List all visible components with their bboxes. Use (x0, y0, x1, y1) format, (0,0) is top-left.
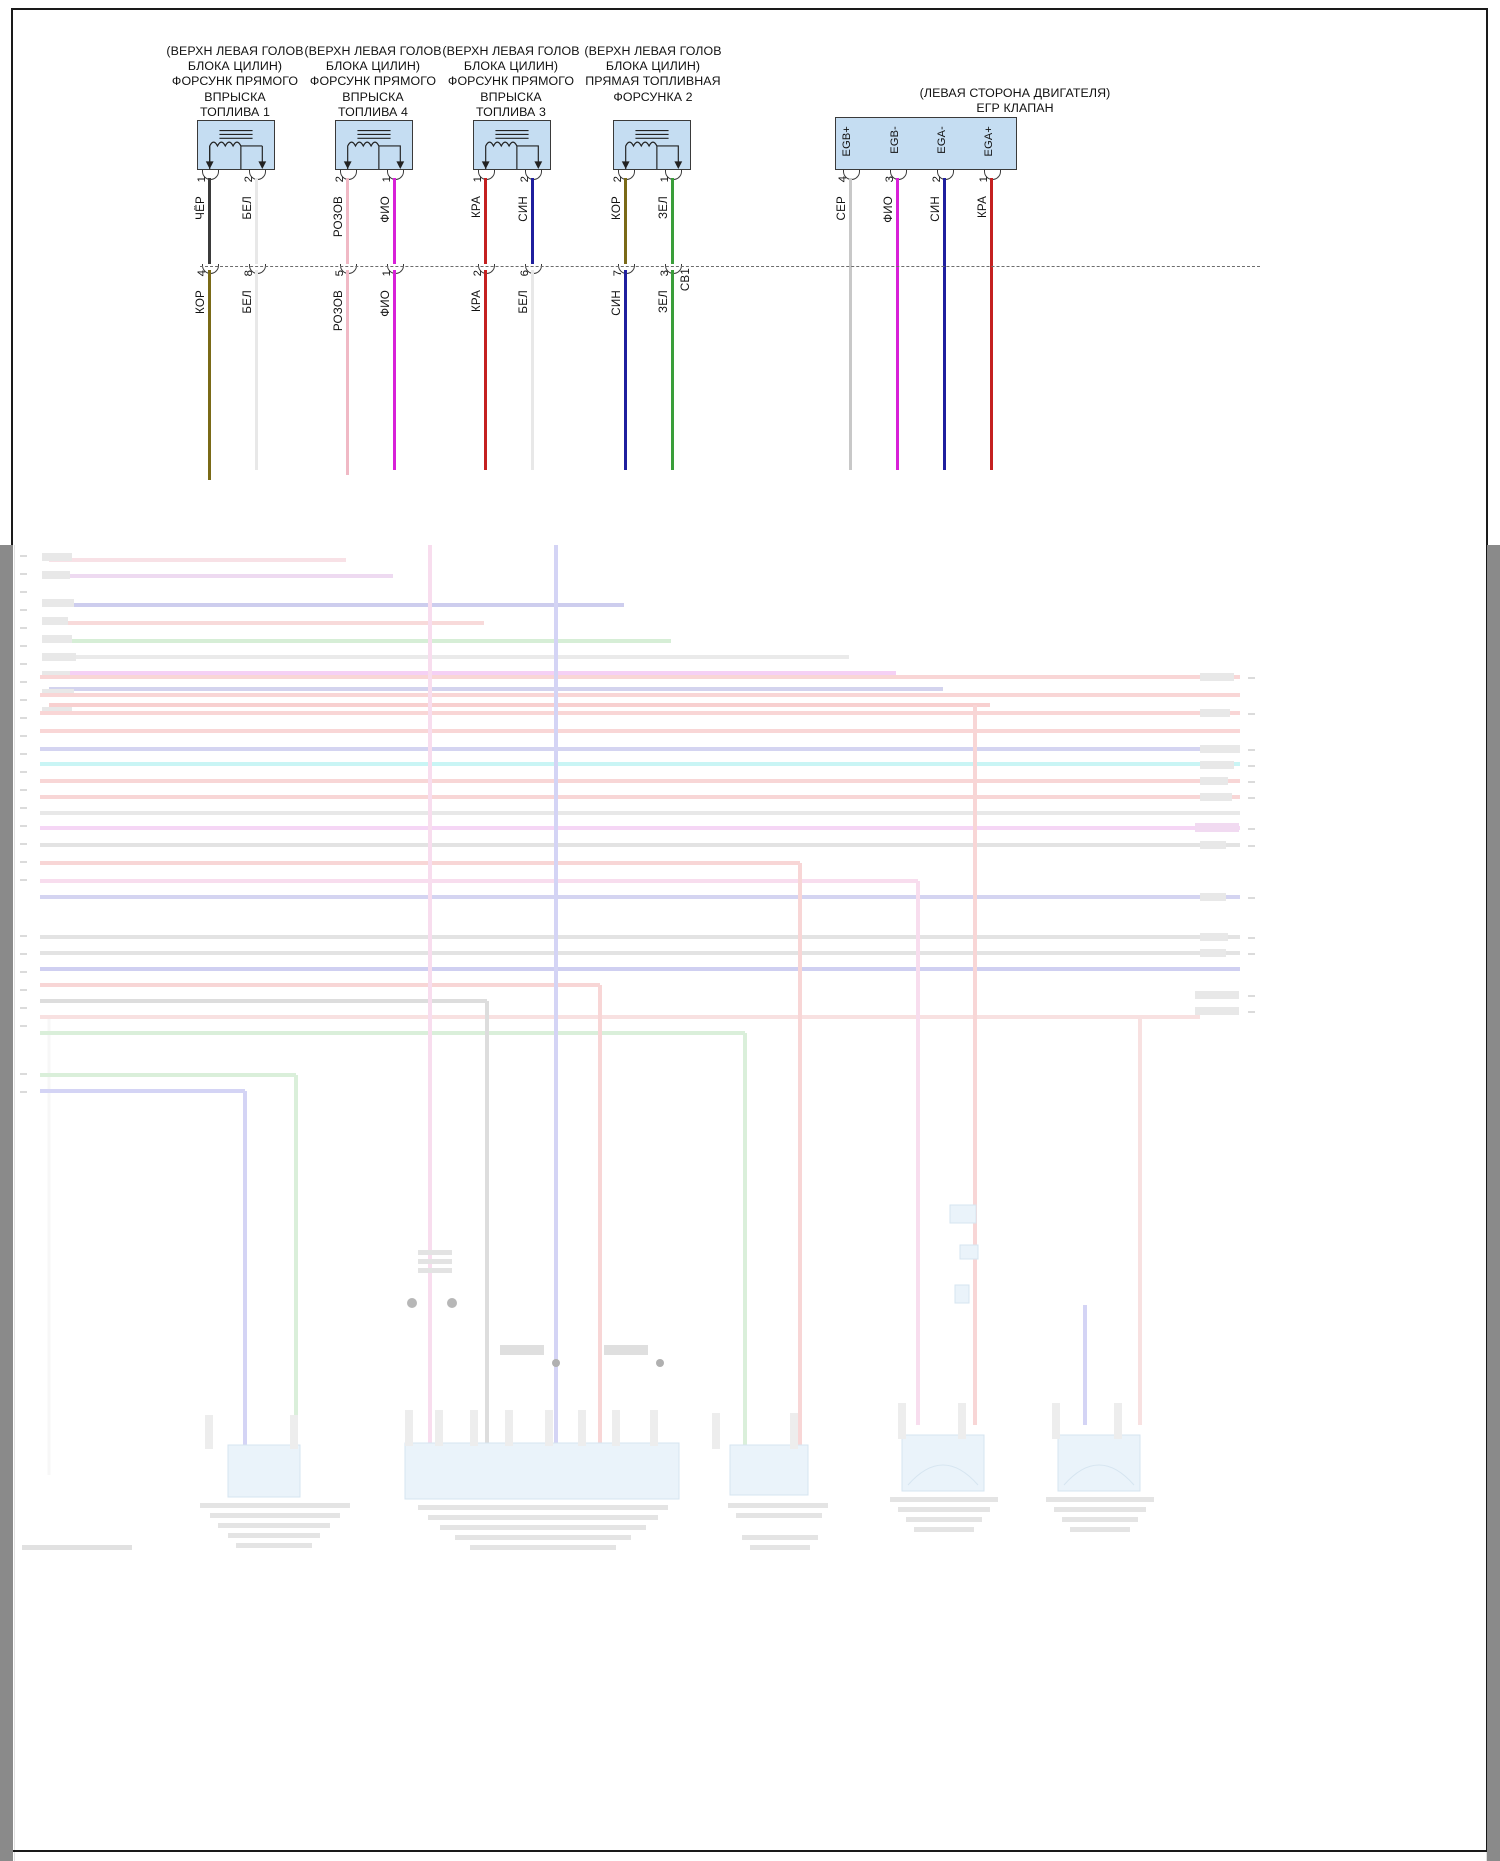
wire-color-label: ФИО (882, 196, 895, 223)
pin-number: 6 (519, 270, 531, 277)
wire-color-label: СИН (929, 196, 942, 222)
wire-color-label: СИН (517, 196, 530, 222)
pin-number: 3 (659, 270, 671, 277)
pin-number: 8 (243, 270, 255, 277)
wire-color-label: ФИО (379, 290, 392, 317)
pin-number: 1 (472, 176, 484, 183)
egr-terminal-label: EGB+ (841, 126, 853, 157)
pin-number: 3 (884, 176, 896, 183)
pin-number: 4 (196, 270, 208, 277)
wire-color-label: СЕР (835, 196, 848, 221)
pin-number: 1 (381, 270, 393, 277)
injector3-label: (ВЕРХН ЛЕВАЯ ГОЛОВ БЛОКА ЦИЛИН) ФОРСУНК … (442, 44, 580, 119)
pin-number: 7 (612, 270, 624, 277)
wire-segment (208, 178, 211, 264)
wire-color-label: КРА (470, 290, 483, 313)
egr-terminal-label: EGA- (936, 126, 948, 154)
harness-boundary (200, 266, 1260, 267)
splice-label: СВ1 (679, 268, 692, 292)
pin-number: 2 (334, 176, 346, 183)
wire-segment (990, 178, 993, 470)
wire-segment (531, 178, 534, 264)
wire-segment (531, 270, 534, 470)
injector-coil-icon (481, 130, 543, 169)
wire-segment (624, 270, 627, 470)
injector1-label: (ВЕРХН ЛЕВАЯ ГОЛОВ БЛОКА ЦИЛИН) ФОРСУНК … (166, 44, 304, 119)
pin-number: 2 (472, 270, 484, 277)
wire-segment (624, 178, 627, 264)
pin-number: 1 (659, 176, 671, 183)
wire-color-label: ЗЕЛ (657, 196, 670, 219)
wire-segment (255, 178, 258, 264)
lower-schematic-svg (20, 465, 1255, 1550)
wire-color-label: КОР (610, 196, 623, 220)
wire-color-label: БЕЛ (241, 196, 254, 220)
wire-segment (484, 270, 487, 470)
wire-segment (896, 178, 899, 470)
wire-segment (393, 178, 396, 264)
injector-coil-icon (343, 130, 405, 169)
faded-lower-schematic (0, 465, 1500, 1861)
wire-segment (346, 270, 349, 475)
wire-color-label: БЕЛ (517, 290, 530, 314)
section-cut-right (1486, 545, 1487, 1861)
wire-color-label: КОР (194, 290, 207, 314)
pin-number: 2 (519, 176, 531, 183)
wire-segment (671, 270, 674, 470)
wire-segment (208, 270, 211, 480)
egr-valve-body (835, 117, 1017, 170)
injector3-body (473, 120, 551, 170)
wire-color-label: КРА (470, 196, 483, 219)
wire-segment (484, 178, 487, 264)
pin-number: 2 (243, 176, 255, 183)
wire-color-label: РОЗОВ (332, 290, 345, 332)
wire-color-label: КРА (976, 196, 989, 219)
injector2-body (613, 120, 691, 170)
wire-segment (671, 178, 674, 264)
pin-number: 4 (837, 176, 849, 183)
wire-segment (393, 270, 396, 470)
wire-color-label: РОЗОВ (332, 196, 345, 238)
wire-segment (255, 270, 258, 470)
egr-terminal-label: EGB- (889, 126, 901, 154)
wire-segment (346, 178, 349, 264)
section-cut-left (14, 545, 15, 1861)
pin-number: 1 (381, 176, 393, 183)
injector-coil-icon (621, 130, 683, 169)
pin-number: 2 (612, 176, 624, 183)
page-edge-right (1487, 545, 1500, 1861)
pin-number: 2 (931, 176, 943, 183)
injector2-label: (ВЕРХН ЛЕВАЯ ГОЛОВ БЛОКА ЦИЛИН) ПРЯМАЯ Т… (584, 44, 722, 104)
injector4-label: (ВЕРХН ЛЕВАЯ ГОЛОВ БЛОКА ЦИЛИН) ФОРСУНК … (304, 44, 442, 119)
wire-color-label: ЧЁР (194, 196, 207, 220)
wire-color-label: ФИО (379, 196, 392, 223)
wire-color-label: ЗЕЛ (657, 290, 670, 313)
wire-color-label: БЕЛ (241, 290, 254, 314)
injector1-body (197, 120, 275, 170)
injector4-body (335, 120, 413, 170)
pin-number: 1 (196, 176, 208, 183)
wire-color-label: СИН (610, 290, 623, 316)
page-edge-left (0, 545, 13, 1861)
egr-terminal-label: EGA+ (983, 126, 995, 157)
injector-coil-icon (205, 130, 267, 169)
pin-number: 1 (978, 176, 990, 183)
pin-number: 5 (334, 270, 346, 277)
egr-valve-label: (ЛЕВАЯ СТОРОНА ДВИГАТЕЛЯ) ЕГР КЛАПАН (919, 86, 1111, 116)
wire-segment (943, 178, 946, 470)
wire-segment (849, 178, 852, 470)
